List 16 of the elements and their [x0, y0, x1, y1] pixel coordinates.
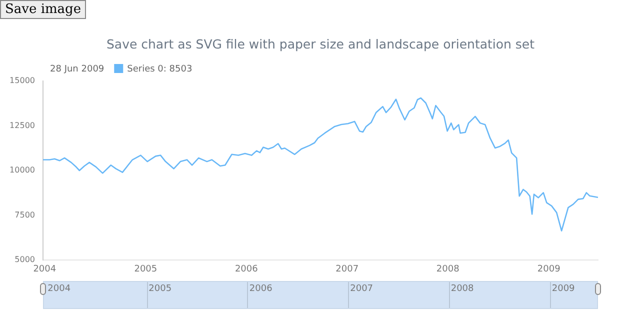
legend-label: Series 0: 8503 — [127, 64, 192, 74]
save-button: Save image — [0, 0, 86, 19]
y-tick-label: 10000 — [10, 166, 35, 175]
x-tick-label: 2007 — [336, 264, 359, 275]
x-tick-label: 2004 — [33, 264, 56, 275]
y-tick-label: 7500 — [14, 210, 35, 220]
x-tick-label: 2009 — [537, 264, 561, 275]
text: 28 Jun 2009 — [50, 64, 104, 74]
y-tick-label: 12500 — [10, 120, 35, 130]
x-tick-label: 2006 — [234, 264, 258, 275]
y-tick-label: 5000 — [14, 255, 35, 264]
x-tick-label: 2008 — [436, 264, 460, 275]
chart-title: Save chart as SVG file with paper size and landscape orientation set — [106, 36, 535, 52]
y-tick-label: 15000 — [10, 76, 35, 86]
x-tick-label: 2005 — [134, 264, 158, 275]
range-scroller: 2004 2005 2006 2007 2008 2009 — [43, 281, 598, 309]
